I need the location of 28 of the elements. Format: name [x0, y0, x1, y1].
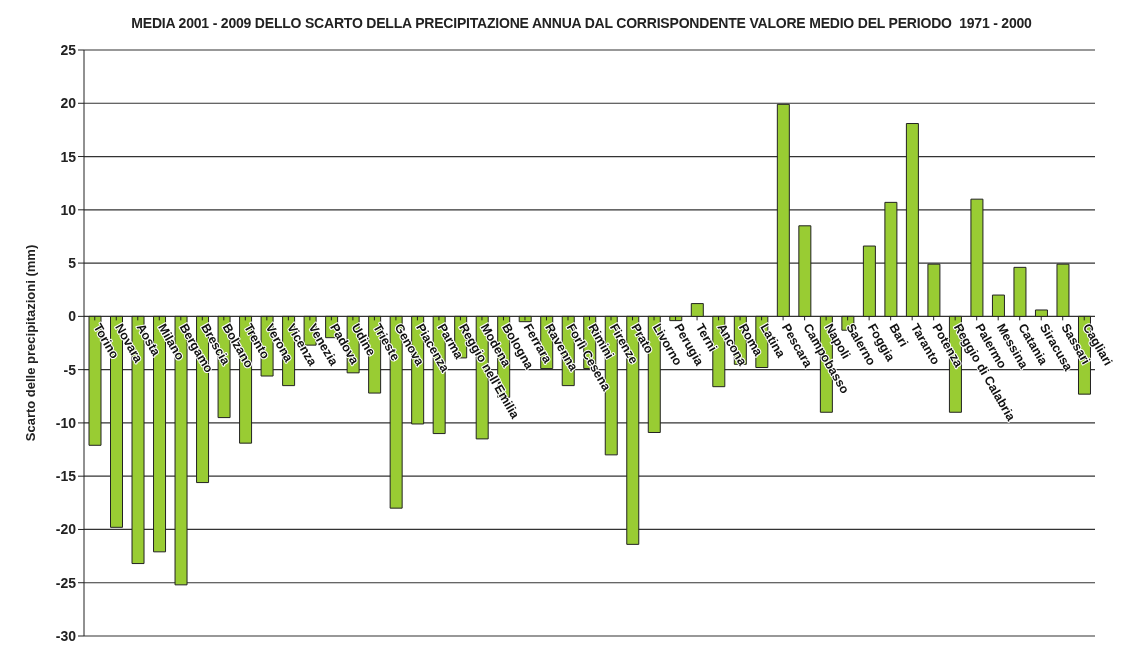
bar	[884, 201, 898, 317]
y-tick-label: 0	[68, 308, 77, 325]
y-tick-label: -30	[55, 627, 77, 644]
bar	[776, 103, 790, 317]
bar	[518, 315, 532, 323]
y-tick-label: 10	[60, 201, 77, 218]
y-tick-label: -20	[55, 521, 77, 538]
y-tick-label: 20	[60, 95, 77, 112]
bar	[991, 294, 1005, 317]
y-tick-label: 25	[60, 41, 77, 58]
bar	[970, 198, 984, 317]
y-tick-label: 5	[68, 255, 77, 272]
y-tick-label: -25	[55, 574, 77, 591]
y-tick-label: -5	[63, 361, 77, 378]
bar	[1013, 266, 1027, 317]
bar	[690, 303, 704, 317]
bar	[862, 245, 876, 317]
y-axis-title: Scarto delle precipitazioni (mm)	[22, 244, 38, 442]
bar	[1056, 263, 1070, 317]
bar	[798, 225, 812, 317]
bar	[1034, 309, 1048, 317]
chart-title: MEDIA 2001 - 2009 DELLO SCARTO DELLA PRECIPITAZIONE ANNUA DAL CORRISPONDENTE VALORE MEDIO DEL PERIODO 1971 - 2000	[130, 14, 1033, 33]
y-tick-label: 15	[60, 148, 77, 165]
y-tick-label: -10	[55, 414, 77, 431]
bar	[927, 263, 941, 317]
y-tick-label: -15	[55, 468, 77, 485]
bar	[669, 315, 683, 322]
bar	[905, 123, 919, 317]
